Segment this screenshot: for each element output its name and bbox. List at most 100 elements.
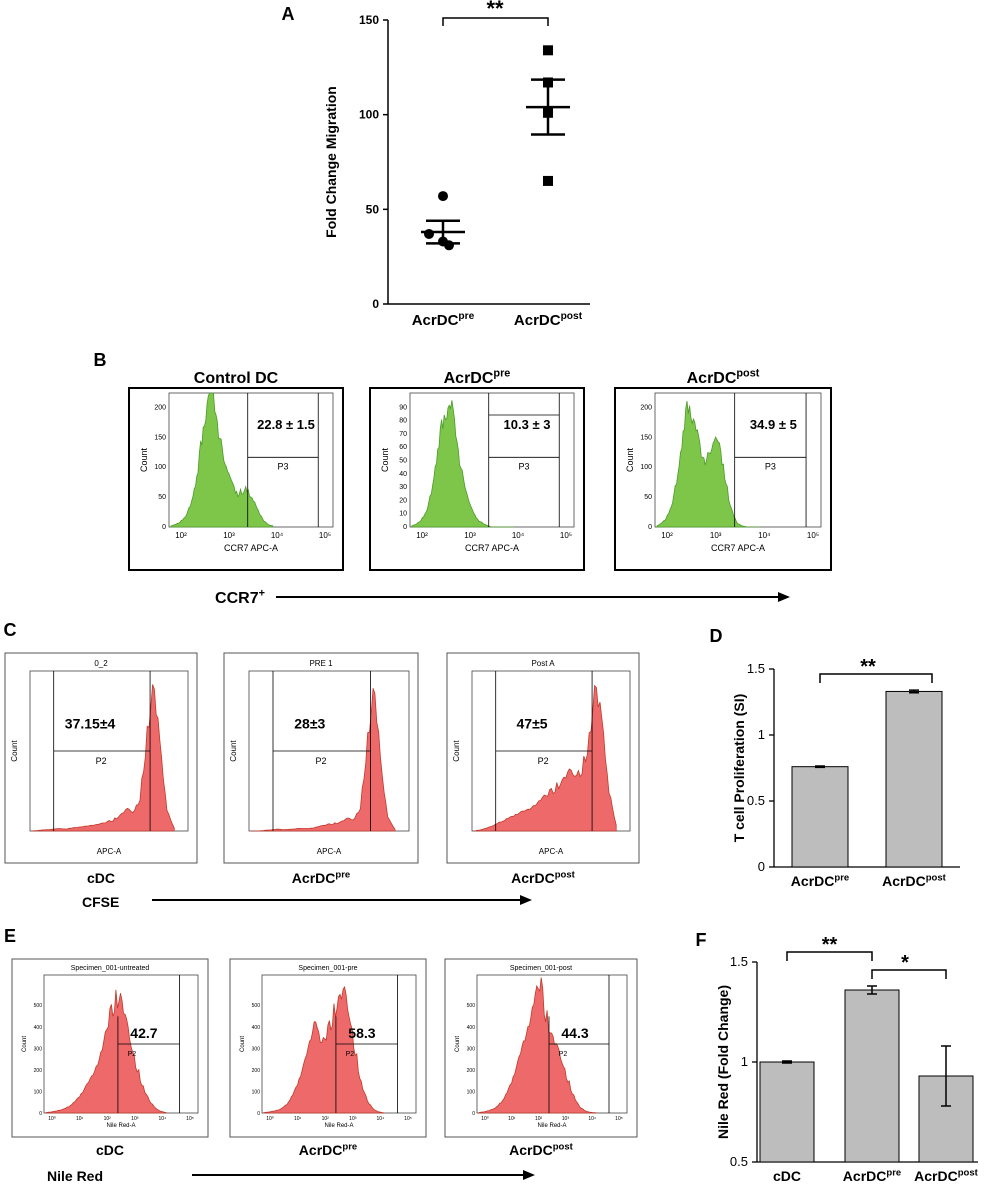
y-tick-label: 200 xyxy=(640,404,652,411)
y-axis-label: Count xyxy=(380,448,390,473)
label-sup: post xyxy=(926,872,947,883)
data-point xyxy=(543,175,553,186)
facs-plot: Specimen_001-post 0 100 200 300 400 500 10⁰ 10¹ 1… xyxy=(444,958,638,1158)
y-tick-label: 0 xyxy=(257,1111,260,1117)
x-tick-label: 10² xyxy=(104,1116,112,1122)
significance-label: * xyxy=(901,952,909,974)
plot-title: Post A xyxy=(531,659,555,668)
y-tick-label: 1 xyxy=(741,1054,748,1069)
x-axis-label: CCR7 APC-A xyxy=(465,543,519,553)
significance-label: ** xyxy=(860,656,876,678)
x-axis-label: CCR7 APC-A xyxy=(224,543,278,553)
x-tick-label: 10⁴ xyxy=(271,531,284,540)
plot-title: Specimen_001-pre xyxy=(298,965,357,972)
gate-value: 28±3 xyxy=(294,716,325,732)
y-tick-label: 200 xyxy=(467,1068,476,1074)
y-tick-label: 50 xyxy=(399,458,407,465)
axis-caption: Nile Red xyxy=(47,1168,103,1184)
label-base: AcrDC xyxy=(791,873,835,889)
y-tick-label: 200 xyxy=(252,1068,261,1074)
label-base: CCR7 xyxy=(215,590,259,607)
plot-caption: AcrDCpre xyxy=(299,1141,357,1158)
gate-label: P2 xyxy=(538,756,549,766)
data-point xyxy=(444,240,454,251)
y-tick-label: 100 xyxy=(34,1089,43,1095)
axis-arrow-head xyxy=(523,1170,535,1180)
gate-label: P3 xyxy=(518,461,529,471)
data-point xyxy=(424,228,434,239)
y-tick-label: 200 xyxy=(154,404,166,411)
panel-letter-a: A xyxy=(282,4,295,24)
x-axis-label: Nile Red-A xyxy=(537,1123,566,1129)
y-axis-label: T cell Proliferation (SI) xyxy=(731,694,747,843)
facs-plot: Specimen_001-pre 0 100 200 300 400 500 10⁰ 10¹ 10… xyxy=(229,958,427,1158)
x-tick-label: 10⁰ xyxy=(481,1116,489,1122)
y-tick-label: 0 xyxy=(648,524,652,531)
y-axis-label: Count xyxy=(455,1036,461,1052)
histogram xyxy=(170,392,274,528)
x-category-label: AcrDCpre xyxy=(412,311,475,329)
y-tick-label: 300 xyxy=(252,1046,261,1052)
facs-plot: PRE 1 P2 28±3 Count APC-A AcrDCpre xyxy=(223,652,419,886)
label-base: AcrDC xyxy=(882,873,926,889)
x-category-label: cDC xyxy=(773,1168,801,1184)
gate-value: 34.9 ± 5 xyxy=(750,417,797,432)
x-tick-label: 10⁰ xyxy=(266,1116,274,1122)
y-tick-label: 400 xyxy=(467,1025,476,1031)
y-tick-label: 150 xyxy=(640,434,652,441)
plot-title: Specimen_001-post xyxy=(510,965,572,972)
y-tick-label: 500 xyxy=(34,1003,43,1009)
gate-label: P3 xyxy=(277,461,288,471)
x-category-label: AcrDCpost xyxy=(882,872,946,889)
label-sup: pre xyxy=(342,1141,357,1152)
histogram xyxy=(656,400,760,528)
y-tick-label: 400 xyxy=(252,1025,261,1031)
y-axis-label: Count xyxy=(139,448,149,473)
x-tick-label: 10³ xyxy=(223,531,235,540)
x-tick-label: 10⁴ xyxy=(377,1116,385,1122)
y-tick-label: 0 xyxy=(403,524,407,531)
facs-plot: AcrDCpre 0 10 20 30 40 50 60 70 80 90 10² 10³ 10⁴ 10⁵ C… xyxy=(369,368,585,571)
significance-bracket xyxy=(871,969,947,979)
x-tick-label: 10³ xyxy=(131,1116,139,1122)
x-tick-label: 10⁵ xyxy=(319,531,331,540)
histogram xyxy=(31,684,175,832)
x-tick-label: 10² xyxy=(661,531,673,540)
x-tick-label: 10⁴ xyxy=(588,1116,596,1122)
label-base: AcrDC xyxy=(509,1142,553,1158)
x-tick-label: 10¹ xyxy=(294,1116,302,1122)
y-tick-label: 50 xyxy=(158,494,166,501)
plot-caption: cDC xyxy=(87,870,115,886)
x-tick-label: 10⁰ xyxy=(48,1116,56,1122)
label-sup: post xyxy=(736,368,759,380)
axis-caption: CFSE xyxy=(82,894,119,910)
plot-title: 0_2 xyxy=(94,659,108,668)
x-tick-label: 10⁴ xyxy=(758,531,771,540)
y-tick-label: 200 xyxy=(34,1068,43,1074)
y-tick-label: 150 xyxy=(359,13,379,27)
label-base: cDC xyxy=(773,1168,801,1184)
x-category-label: AcrDCpost xyxy=(914,1167,978,1184)
label-base: AcrDC xyxy=(687,370,737,387)
label-base: AcrDC xyxy=(299,1142,343,1158)
x-tick-label: 10³ xyxy=(349,1116,357,1122)
x-tick-label: 10¹ xyxy=(508,1116,516,1122)
y-tick-label: 100 xyxy=(359,108,379,122)
y-tick-label: 100 xyxy=(252,1089,261,1095)
plot-caption: AcrDCpre xyxy=(292,869,350,886)
x-tick-label: 10³ xyxy=(710,531,722,540)
x-axis-label: APC-A xyxy=(97,847,122,856)
label-base: AcrDC xyxy=(412,312,459,329)
plot-title: AcrDCpost xyxy=(687,368,760,387)
y-tick-label: 0 xyxy=(758,859,765,874)
y-tick-label: 0.5 xyxy=(747,793,765,808)
label-base: AcrDC xyxy=(843,1168,887,1184)
label-base: AcrDC xyxy=(444,370,494,387)
plot-title: AcrDCpre xyxy=(444,368,511,387)
x-axis-label: APC-A xyxy=(539,847,564,856)
x-axis-label: CCR7 APC-A xyxy=(711,543,765,553)
plot-title: PRE 1 xyxy=(309,659,333,668)
gate-value: 44.3 xyxy=(561,1025,588,1041)
data-point xyxy=(543,45,553,56)
panel-letter: F xyxy=(696,930,707,950)
